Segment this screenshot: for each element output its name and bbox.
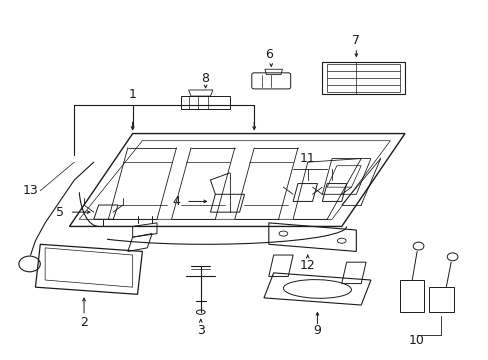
Text: 7: 7 — [352, 34, 360, 47]
Text: 8: 8 — [201, 72, 209, 85]
Text: 10: 10 — [408, 334, 424, 347]
Text: 12: 12 — [299, 259, 315, 272]
Text: 11: 11 — [299, 152, 315, 165]
Text: 2: 2 — [80, 316, 88, 329]
Text: 9: 9 — [313, 324, 321, 337]
Text: 6: 6 — [264, 49, 272, 62]
Text: 13: 13 — [22, 184, 39, 197]
Text: 5: 5 — [56, 206, 63, 219]
Text: 1: 1 — [128, 88, 136, 101]
Text: 4: 4 — [172, 195, 180, 208]
Text: 3: 3 — [196, 324, 204, 337]
